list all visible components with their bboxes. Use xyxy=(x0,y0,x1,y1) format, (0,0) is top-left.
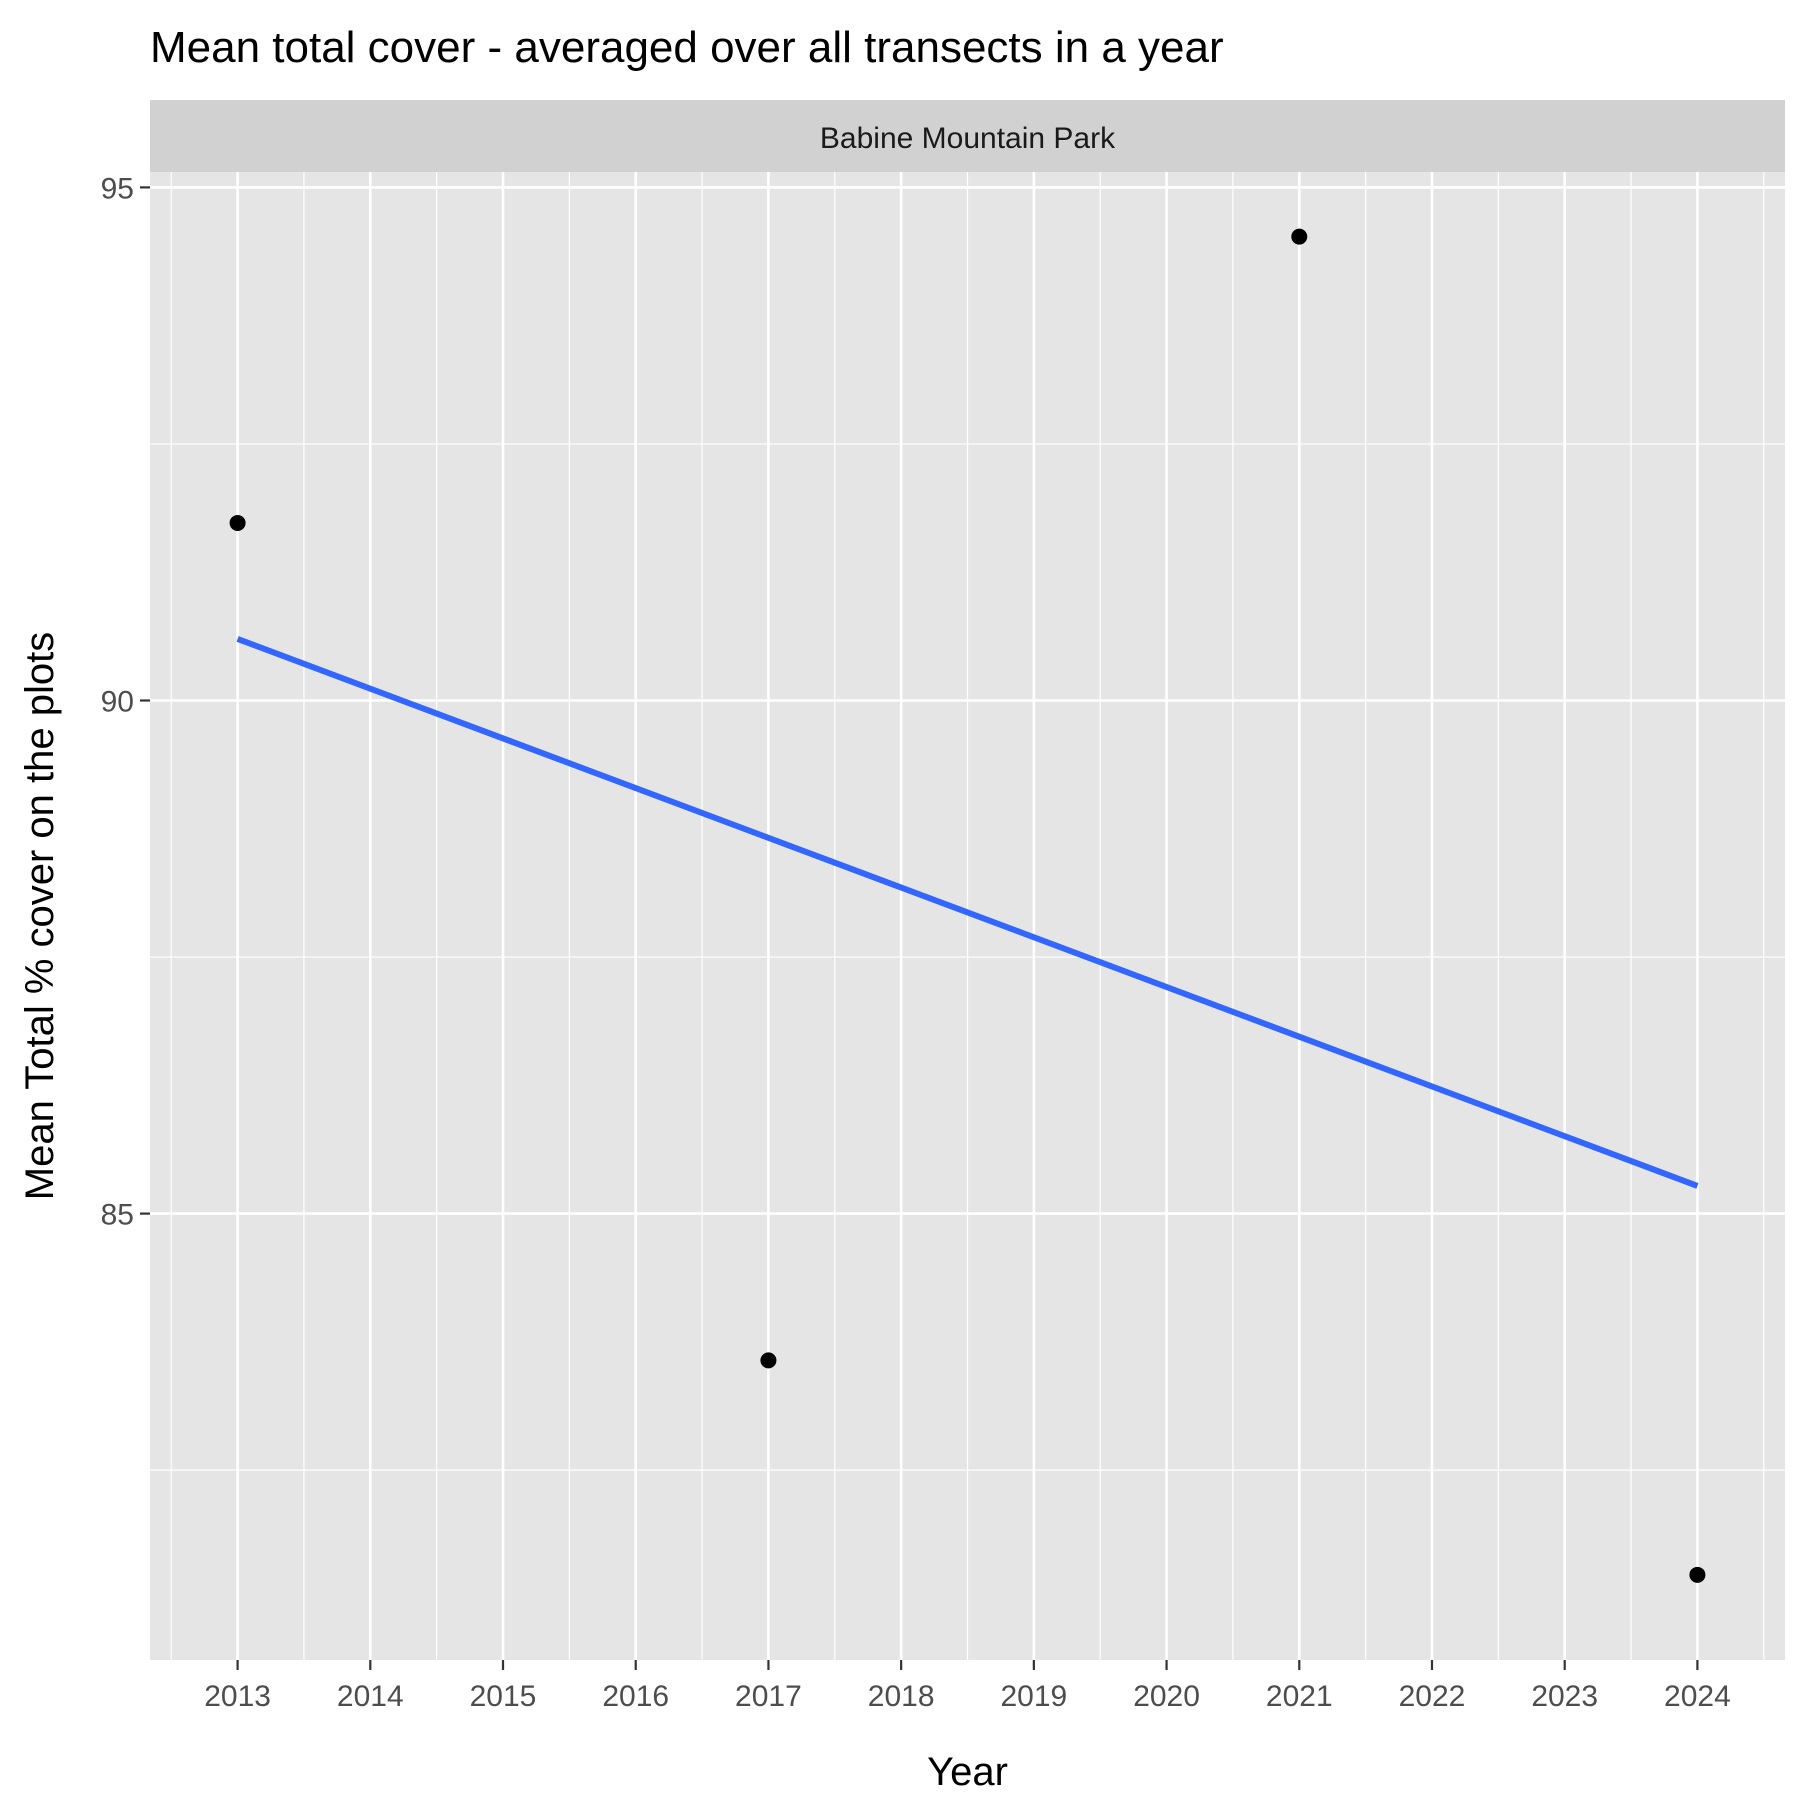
data-point xyxy=(229,514,246,531)
x-axis-ticks: 2013 2014 2015 2016 2017 2018 2019 2020 2021 2022… xyxy=(204,1660,1731,1713)
x-tick-label: 2014 xyxy=(337,1680,404,1713)
facet-strip xyxy=(150,100,1785,172)
x-tick-label: 2020 xyxy=(1133,1680,1200,1713)
data-point xyxy=(1291,228,1308,245)
x-tick-label: 2023 xyxy=(1531,1680,1598,1713)
facet-strip-label: Babine Mountain Park xyxy=(820,122,1116,155)
x-tick-label: 2017 xyxy=(735,1680,802,1713)
data-point xyxy=(760,1352,777,1369)
y-tick-label: 90 xyxy=(101,685,134,718)
trend-line xyxy=(236,636,1699,1189)
x-tick-label: 2019 xyxy=(1000,1680,1067,1713)
trend-layer xyxy=(236,636,1699,1189)
x-tick-label: 2015 xyxy=(470,1680,537,1713)
x-tick-label: 2022 xyxy=(1399,1680,1466,1713)
x-tick-label: 2018 xyxy=(868,1680,935,1713)
minor-gridlines xyxy=(150,172,1785,1660)
chart-title: Mean total cover - averaged over all tra… xyxy=(150,23,1224,72)
x-axis-title: Year xyxy=(927,1750,1008,1794)
x-tick-label: 2021 xyxy=(1266,1680,1333,1713)
y-axis-title: Mean Total % cover on the plots xyxy=(18,632,62,1200)
data-point xyxy=(1689,1566,1706,1583)
y-tick-label: 95 xyxy=(101,172,134,205)
points-layer xyxy=(229,228,1706,1583)
major-gridlines xyxy=(150,172,1785,1660)
x-tick-label: 2016 xyxy=(602,1680,669,1713)
y-axis-ticks: 85 90 95 xyxy=(101,172,150,1232)
x-tick-label: 2013 xyxy=(204,1680,271,1713)
x-tick-label: 2024 xyxy=(1664,1680,1731,1713)
y-tick-label: 85 xyxy=(101,1199,134,1232)
